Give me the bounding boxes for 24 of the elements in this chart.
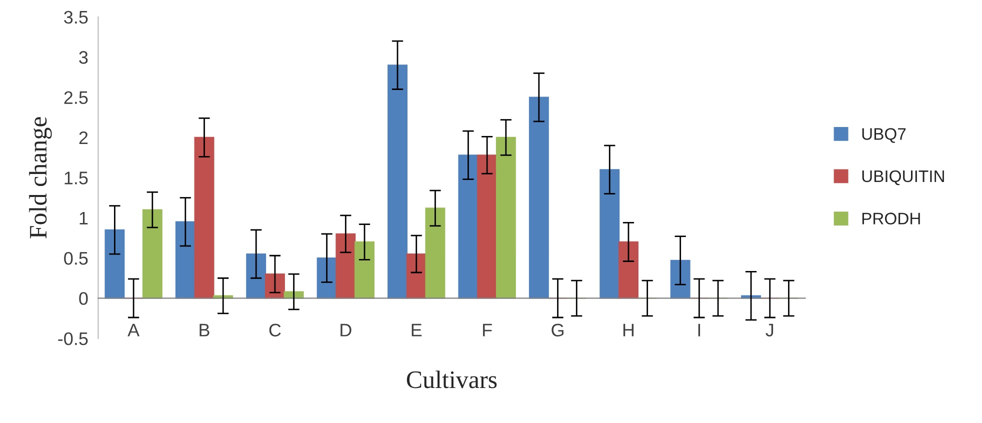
y-tick-label: 0 [79, 292, 88, 305]
x-tick-label: I [698, 324, 700, 336]
x-tick-label: E [412, 324, 422, 336]
y-tick-label: 2.5 [64, 91, 88, 104]
x-tick-label: F [483, 324, 492, 336]
x-tick-label: C [269, 324, 281, 336]
x-tick-label: J [766, 324, 774, 336]
x-tick-label: G [552, 324, 564, 336]
x-tick-label: H [623, 324, 634, 336]
y-tick-label: 2 [79, 131, 88, 144]
y-tick-label: 3 [79, 51, 88, 64]
legend-label: PRODH [862, 212, 920, 224]
legend-label: UBIQUITIN [862, 170, 944, 186]
y-axis-title: Fold change [29, 117, 52, 238]
y-tick-label: 1.5 [64, 172, 88, 184]
x-tick-label: B [200, 324, 210, 336]
x-axis-title: Cultivars [406, 370, 497, 388]
x-tick-label: A [128, 324, 140, 336]
x-tick-label: D [340, 324, 352, 336]
legend-label: UBQ7 [862, 128, 906, 143]
y-tick-label: -0.5 [58, 332, 88, 346]
y-tick-label: 1 [80, 212, 88, 224]
y-tick-label: 0.5 [64, 252, 88, 265]
y-tick-label: 3.5 [64, 10, 88, 24]
